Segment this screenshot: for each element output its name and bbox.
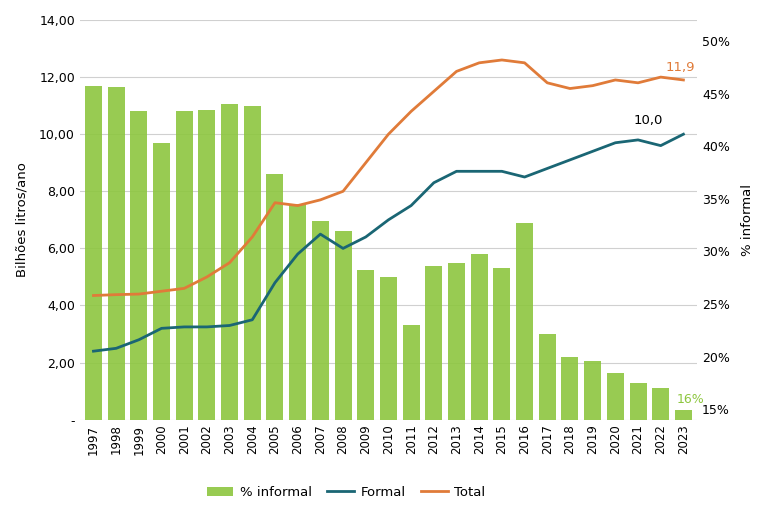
Bar [652, 389, 669, 420]
Y-axis label: Bilhões litros/ano: Bilhões litros/ano [15, 163, 28, 277]
Text: 11,9: 11,9 [665, 61, 694, 74]
Bar [85, 86, 102, 420]
Bar [675, 410, 692, 420]
Text: 10,0: 10,0 [634, 114, 663, 127]
Bar [516, 223, 533, 420]
Bar [130, 111, 148, 420]
Bar [175, 111, 193, 420]
Bar [607, 373, 624, 420]
Bar [198, 110, 215, 420]
Bar [403, 326, 420, 420]
Bar [539, 334, 556, 420]
Bar [358, 270, 375, 420]
Bar [289, 204, 306, 420]
Bar [267, 174, 284, 420]
Legend: % informal, Formal, Total: % informal, Formal, Total [201, 481, 491, 504]
Y-axis label: % informal: % informal [741, 184, 754, 256]
Bar [448, 263, 465, 420]
Bar [108, 87, 125, 420]
Bar [335, 231, 351, 420]
Bar [380, 277, 397, 420]
Bar [494, 268, 511, 420]
Bar [630, 382, 647, 420]
Bar [153, 143, 170, 420]
Bar [312, 221, 329, 420]
Bar [221, 104, 238, 420]
Bar [244, 106, 261, 420]
Bar [425, 266, 442, 420]
Bar [561, 357, 578, 420]
Bar [471, 254, 488, 420]
Text: 16%: 16% [677, 393, 704, 406]
Bar [584, 361, 601, 420]
